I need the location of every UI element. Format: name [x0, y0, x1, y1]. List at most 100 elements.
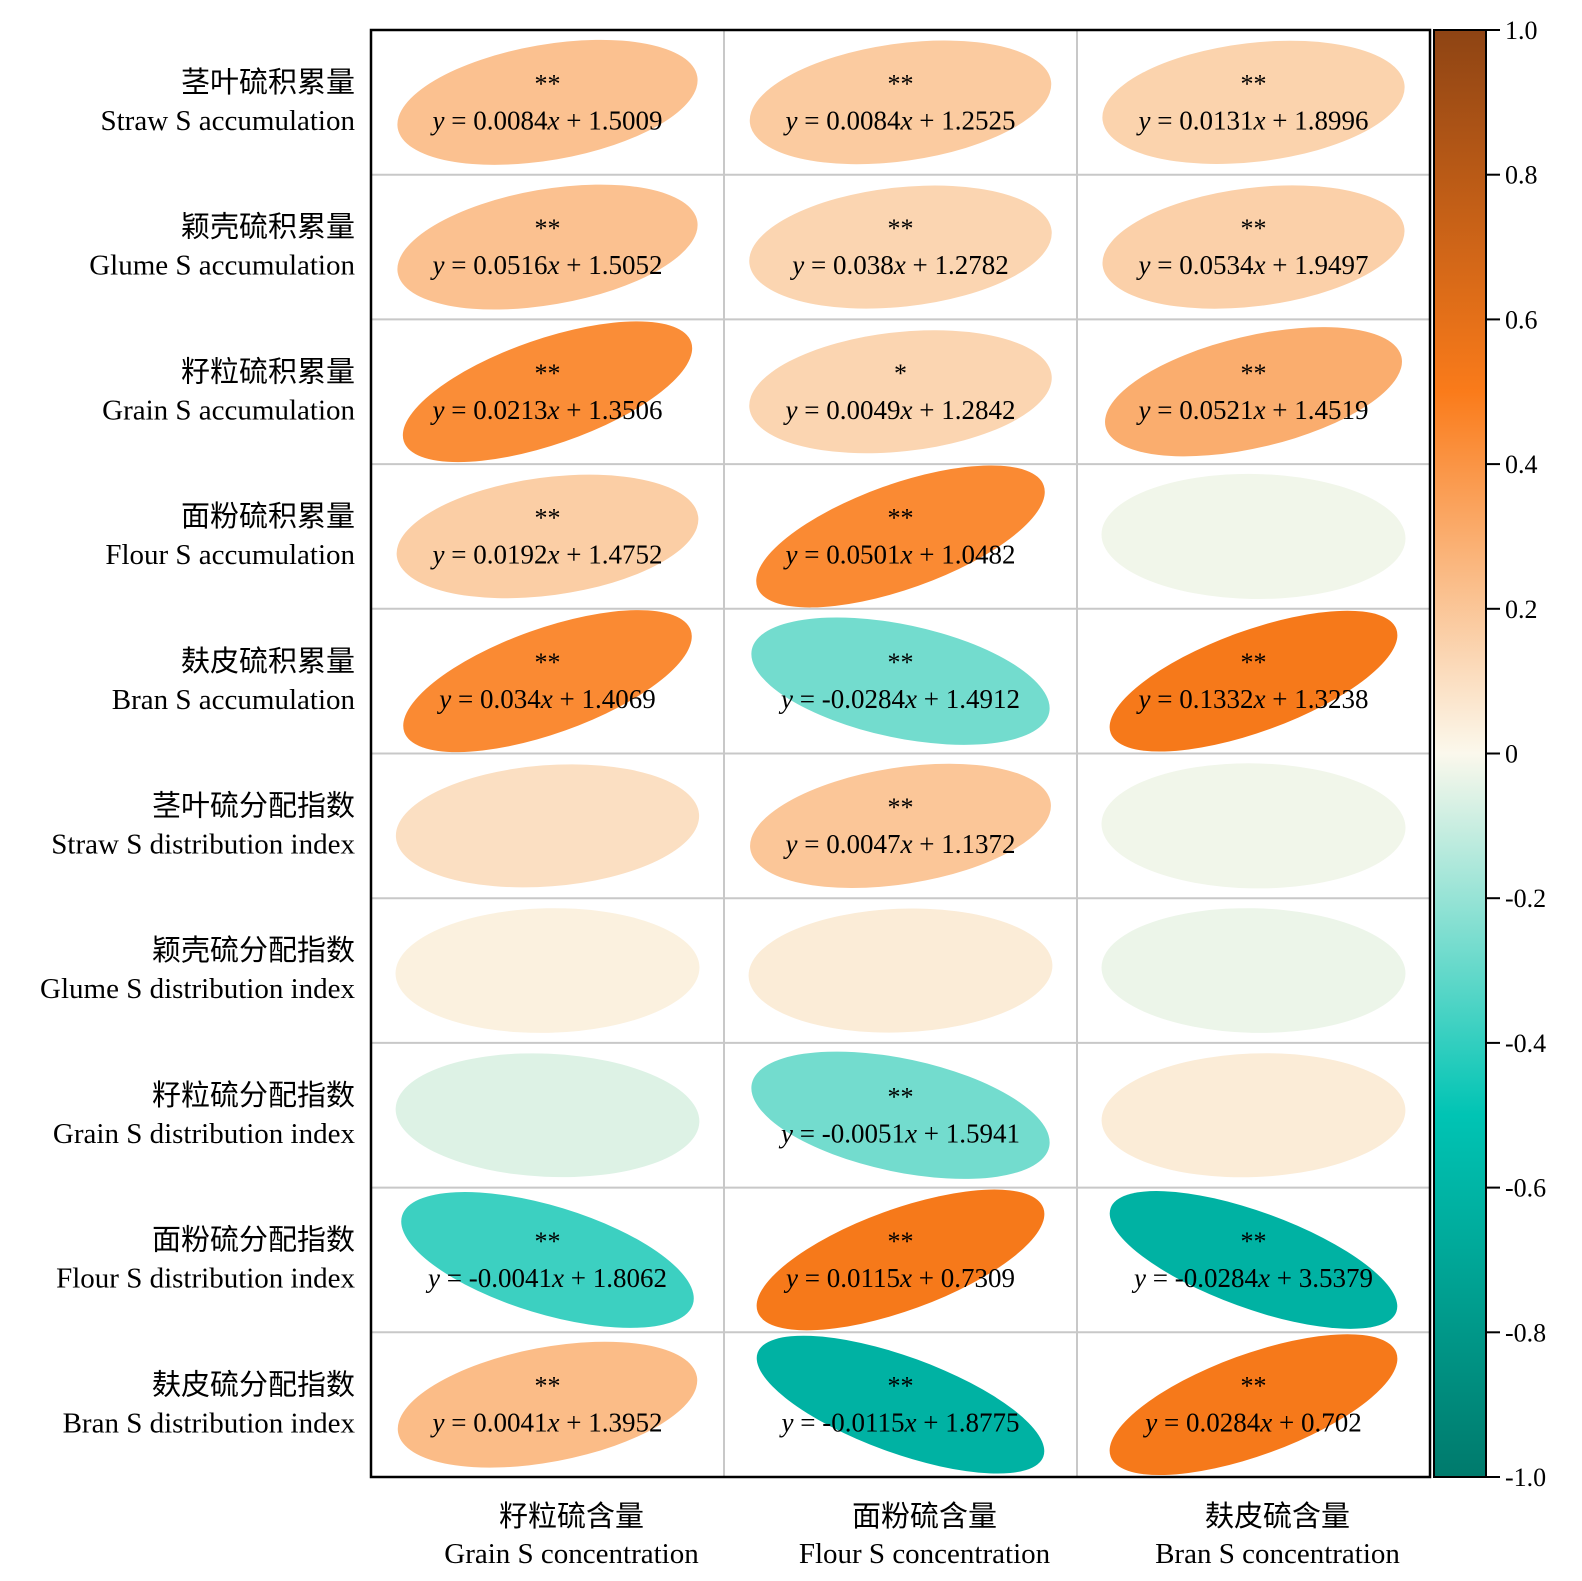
correlation-ellipse	[401, 1192, 694, 1328]
regression-equation: y = 0.0501x + 1.0482	[783, 539, 1016, 569]
significance-mark: **	[535, 648, 561, 677]
regression-equation: y = -0.0041x + 1.8062	[425, 1263, 667, 1293]
regression-equation: y = 0.034x + 1.4069	[436, 684, 655, 714]
correlation-ellipse	[397, 184, 698, 310]
colorbar-ticks: 1.0 0.8 0.6 0.4 0.2 0 -0.2 -0.4 -0.6 -0.8 -1.0	[1486, 16, 1546, 1492]
correlation-ellipse	[756, 1335, 1045, 1474]
correlation-ellipse	[1101, 908, 1406, 1033]
regression-equation: y = -0.0284x + 1.4912	[778, 684, 1020, 714]
cells: ** y = 0.0084x + 1.5009 ** y = 0.0084x + 1.…	[395, 39, 1406, 1476]
colorbar-tick-label: 0	[1505, 740, 1518, 769]
significance-mark: **	[535, 1372, 561, 1401]
significance-mark: **	[1241, 214, 1267, 243]
correlation-ellipse	[1105, 327, 1402, 457]
significance-mark: *	[894, 359, 907, 388]
regression-equation: y = 0.0041x + 1.3952	[430, 1408, 663, 1438]
regression-equation: y = -0.0284x + 3.5379	[1131, 1263, 1373, 1293]
colorbar-gradient	[1434, 30, 1486, 1477]
regression-equation: y = 0.0516x + 1.5052	[430, 250, 663, 280]
correlation-ellipse	[756, 1189, 1045, 1331]
correlation-ellipse	[1101, 763, 1406, 889]
regression-equation: y = 0.0213x + 1.3506	[430, 395, 663, 425]
significance-mark: **	[1241, 648, 1267, 677]
significance-mark: **	[1241, 1227, 1267, 1256]
regression-equation: y = -0.0051x + 1.5941	[778, 1118, 1020, 1148]
regression-equation: y = 0.0192x + 1.4752	[430, 539, 663, 569]
row-label-en: Bran S distribution index	[63, 1407, 356, 1439]
correlation-ellipse	[1109, 1334, 1398, 1476]
significance-mark: **	[888, 503, 914, 532]
significance-mark: **	[1241, 359, 1267, 388]
colorbar-tick-label: -0.6	[1505, 1174, 1546, 1203]
column-label-en: Grain S concentration	[444, 1538, 699, 1570]
row-label-en: Grain S distribution index	[53, 1118, 356, 1150]
row-label-en: Glume S distribution index	[40, 973, 355, 1005]
row-label-en: Bran S accumulation	[112, 684, 356, 716]
correlation-ellipse	[402, 321, 693, 463]
colorbar: 1.0 0.8 0.6 0.4 0.2 0 -0.2 -0.4 -0.6 -0.8 -1.0	[1433, 16, 1546, 1492]
significance-mark: **	[535, 503, 561, 532]
correlation-ellipse	[396, 474, 699, 599]
correlation-ellipse	[1101, 1053, 1406, 1178]
column-label-en: Bran S concentration	[1155, 1538, 1400, 1570]
row-label-en: Glume S accumulation	[89, 250, 355, 282]
significance-mark: **	[888, 793, 914, 822]
regression-equation: y = 0.1332x + 1.3238	[1136, 684, 1369, 714]
row-label-zh: 麸皮硫分配指数	[152, 1368, 355, 1401]
plot-frame	[369, 28, 1432, 1479]
correlation-ellipse	[1102, 40, 1405, 164]
row-label-zh: 籽粒硫积累量	[181, 355, 355, 388]
colorbar-tick-label: -0.8	[1505, 1318, 1546, 1347]
colorbar-tick-label: 0.4	[1505, 450, 1538, 479]
row-label-zh: 茎叶硫积累量	[181, 66, 355, 99]
regression-equation: y = 0.0284x + 0.702	[1142, 1408, 1361, 1438]
correlation-ellipse	[748, 908, 1053, 1033]
correlation-ellipse	[395, 1053, 700, 1178]
colorbar-tick-label: -0.2	[1505, 884, 1546, 913]
significance-mark: **	[1241, 1372, 1267, 1401]
correlation-ellipse	[756, 465, 1045, 608]
correlation-ellipse	[1101, 473, 1406, 600]
significance-mark: **	[888, 1372, 914, 1401]
regression-equation: y = 0.0084x + 1.2525	[783, 105, 1016, 135]
row-label-zh: 面粉硫分配指数	[152, 1224, 355, 1257]
significance-mark: **	[888, 1227, 914, 1256]
row-label-en: Straw S accumulation	[100, 105, 355, 137]
grid	[371, 30, 1430, 1477]
column-label-zh: 面粉硫含量	[852, 1500, 997, 1533]
row-label-en: Straw S distribution index	[51, 829, 355, 861]
row-label-zh: 麸皮硫积累量	[181, 645, 355, 678]
column-label-zh: 籽粒硫含量	[499, 1500, 644, 1533]
row-label-zh: 颖壳硫积累量	[181, 211, 355, 244]
correlation-ellipse	[1102, 185, 1405, 309]
regression-equation: y = 0.038x + 1.2782	[789, 250, 1008, 280]
significance-mark: **	[888, 214, 914, 243]
correlation-ellipse	[395, 764, 700, 888]
regression-equation: y = -0.0115x + 1.8775	[779, 1408, 1020, 1438]
row-label-en: Flour S accumulation	[105, 539, 355, 571]
regression-equation: y = 0.0534x + 1.9497	[1136, 250, 1369, 280]
significance-mark: **	[888, 1082, 914, 1111]
row-label-en: Grain S accumulation	[102, 394, 355, 426]
regression-equation: y = 0.0047x + 1.1372	[783, 829, 1016, 859]
significance-mark: **	[535, 214, 561, 243]
correlation-ellipse	[1109, 1191, 1398, 1329]
correlation-ellipse	[1109, 610, 1398, 752]
colorbar-tick-label: 1.0	[1505, 16, 1538, 45]
row-label-zh: 茎叶硫分配指数	[152, 790, 355, 823]
correlation-ellipse	[749, 185, 1052, 309]
correlation-ellipse	[397, 39, 698, 165]
significance-mark: **	[535, 69, 561, 98]
colorbar-tick-label: -0.4	[1505, 1029, 1546, 1058]
colorbar-tick-label: 0.8	[1505, 161, 1538, 190]
column-label-en: Flour S concentration	[799, 1538, 1051, 1570]
regression-equation: y = 0.0049x + 1.2842	[783, 395, 1016, 425]
correlation-ellipse	[395, 908, 700, 1033]
regression-equation: y = 0.0131x + 1.8996	[1136, 105, 1369, 135]
correlation-ellipse	[751, 1051, 1050, 1179]
row-label-en: Flour S distribution index	[56, 1263, 355, 1295]
colorbar-tick-label: 0.6	[1505, 305, 1538, 334]
significance-mark: **	[535, 1227, 561, 1256]
column-labels: 籽粒硫含量 Grain S concentration 面粉硫含量 Flour S c…	[444, 1500, 1400, 1570]
